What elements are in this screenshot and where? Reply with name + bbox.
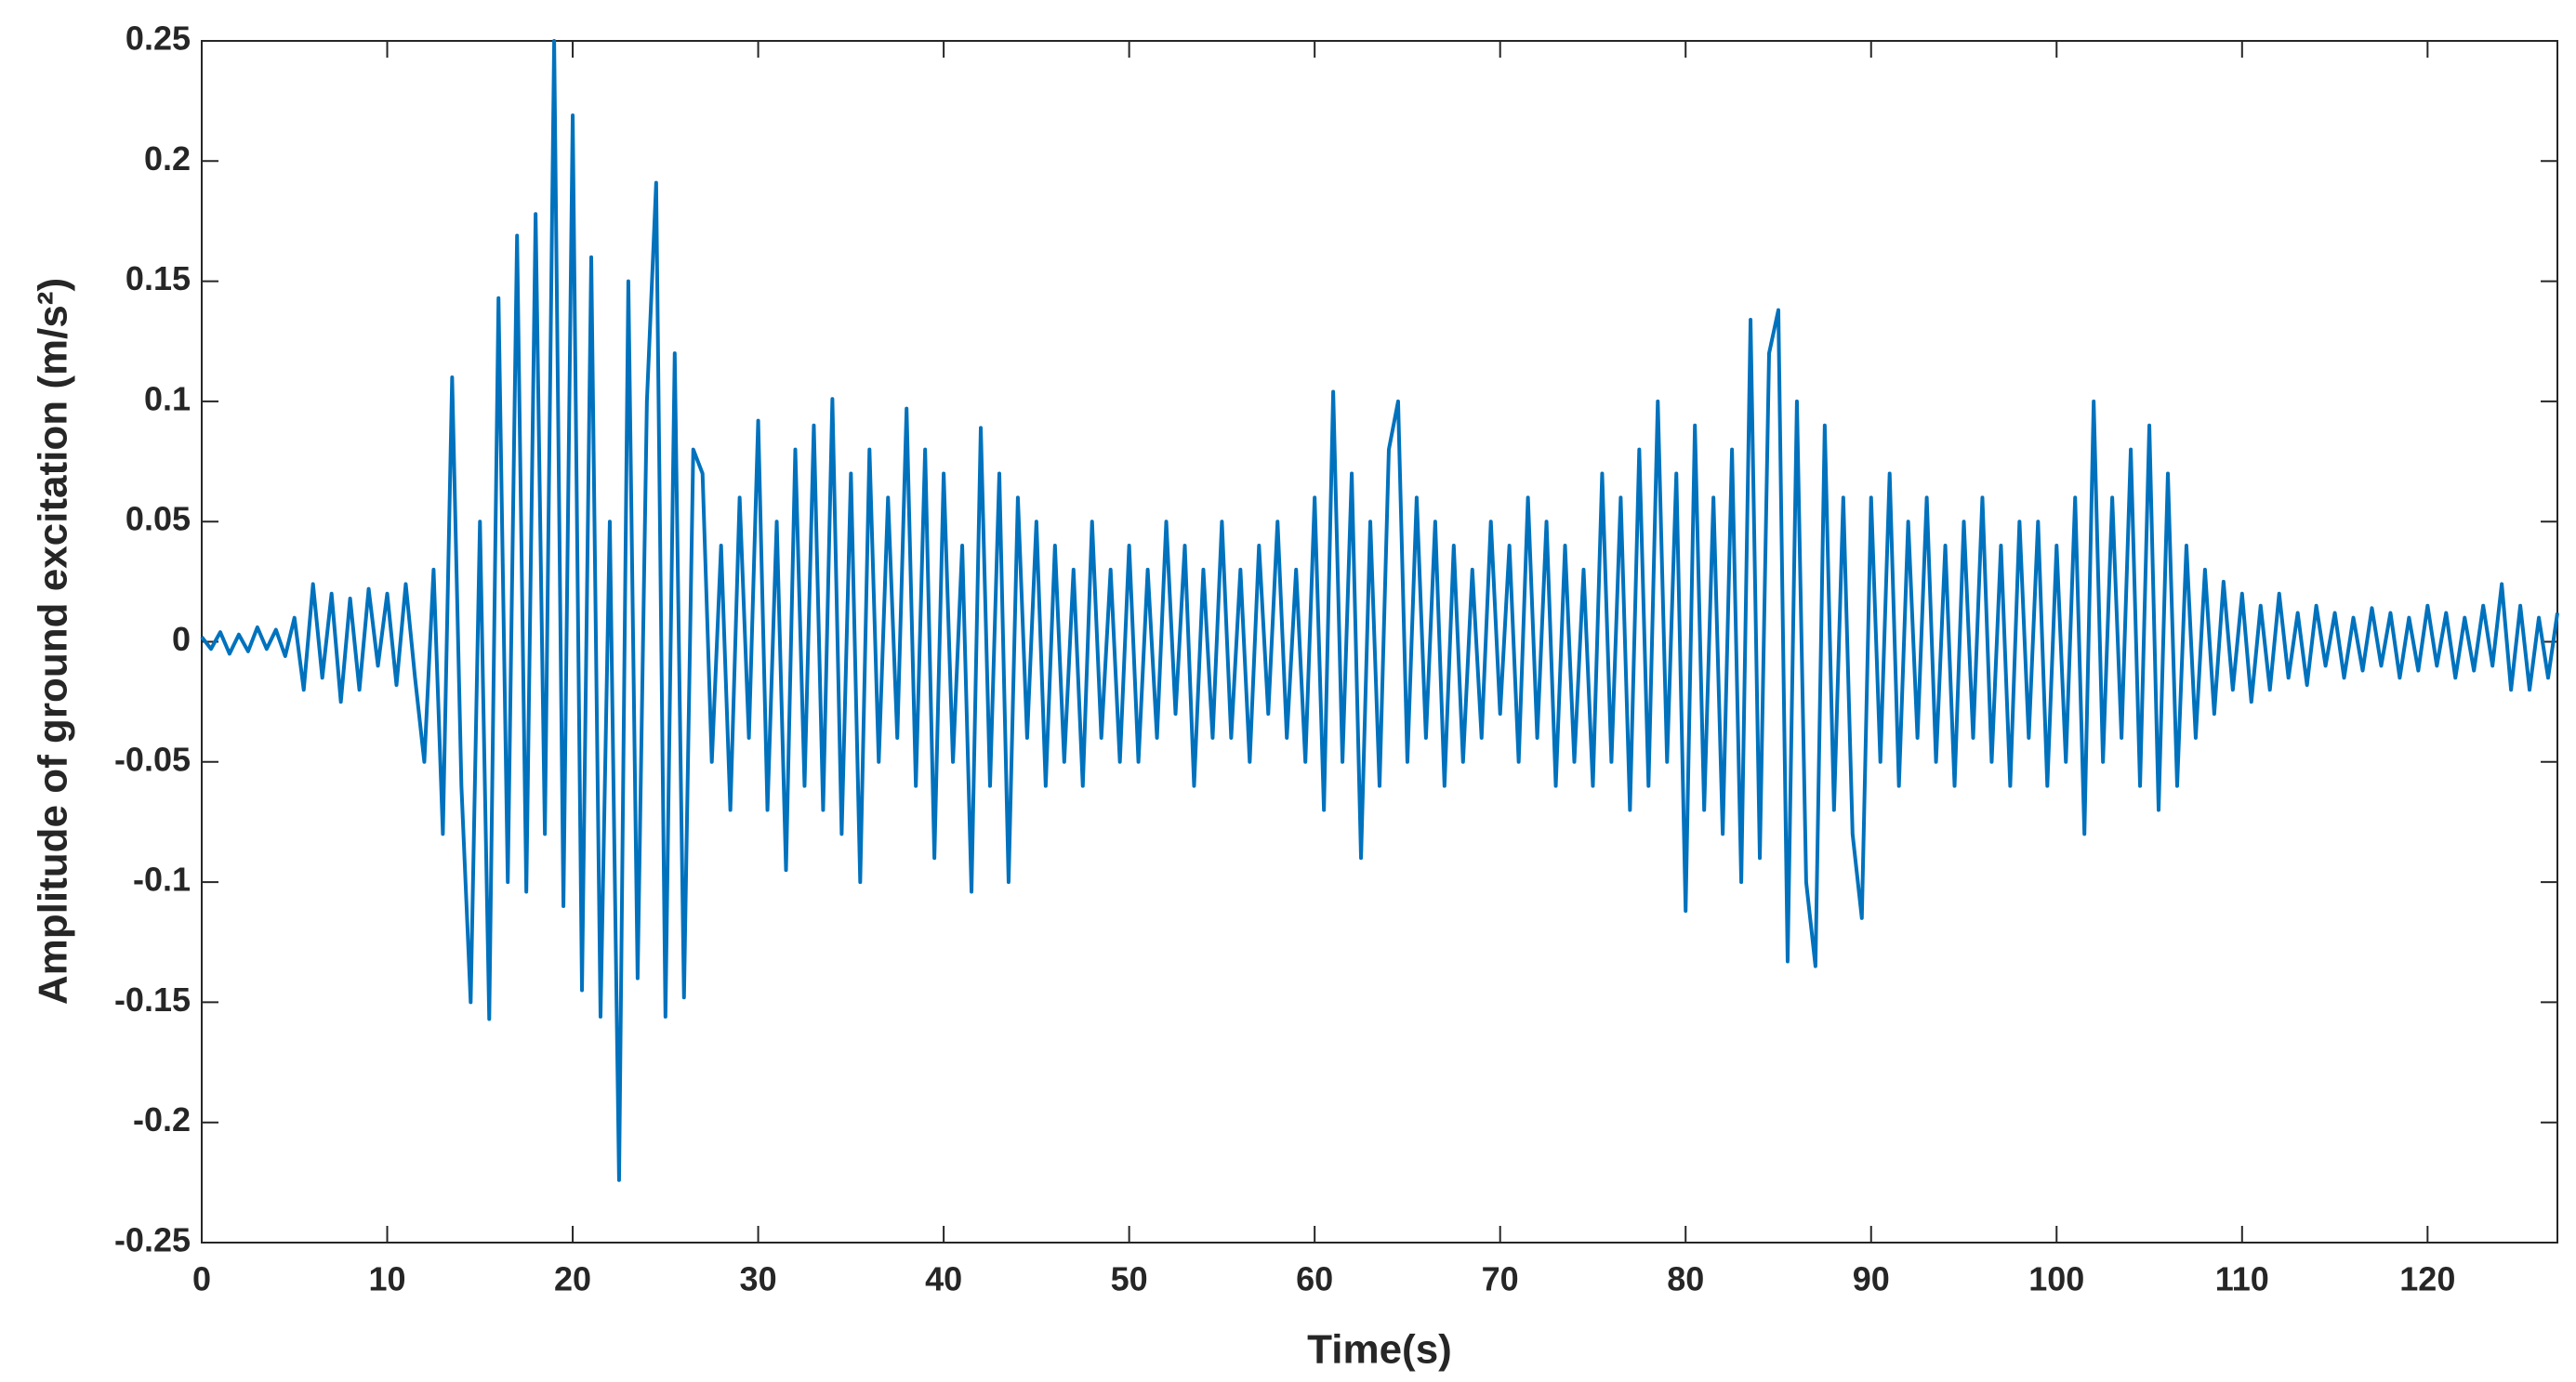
data-line bbox=[200, 39, 2559, 1182]
y-tick-label: -0.05 bbox=[114, 740, 191, 778]
y-tick-label: 0.1 bbox=[144, 379, 191, 417]
y-tick-label: 0.2 bbox=[144, 139, 191, 178]
x-tick-label: 10 bbox=[369, 1260, 406, 1298]
x-tick-label: 70 bbox=[1482, 1260, 1519, 1298]
x-tick-label: 20 bbox=[554, 1260, 591, 1298]
y-tick-label: -0.2 bbox=[133, 1100, 191, 1139]
x-tick-label: 100 bbox=[2028, 1260, 2084, 1298]
x-tick-label: 0 bbox=[192, 1260, 211, 1298]
x-axis-label: Time(s) bbox=[1307, 1327, 1452, 1373]
y-tick-label: 0 bbox=[172, 620, 191, 658]
x-tick-label: 80 bbox=[1667, 1260, 1704, 1298]
y-tick-label: 0.25 bbox=[125, 20, 191, 58]
x-tick-label: 120 bbox=[2399, 1260, 2455, 1298]
y-axis-label: Amplitude of ground excitation (m/s²) bbox=[31, 278, 76, 1005]
x-tick-label: 60 bbox=[1296, 1260, 1333, 1298]
y-tick-label: -0.25 bbox=[114, 1221, 191, 1259]
y-tick-label: 0.15 bbox=[125, 259, 191, 297]
x-tick-label: 40 bbox=[925, 1260, 962, 1298]
x-tick-label: 30 bbox=[740, 1260, 777, 1298]
y-tick-label: 0.05 bbox=[125, 500, 191, 538]
x-tick-label: 50 bbox=[1111, 1260, 1148, 1298]
y-tick-label: -0.15 bbox=[114, 981, 191, 1019]
y-tick-label: -0.1 bbox=[133, 861, 191, 899]
x-tick-label: 90 bbox=[1853, 1260, 1890, 1298]
x-tick-label: 110 bbox=[2215, 1260, 2269, 1298]
